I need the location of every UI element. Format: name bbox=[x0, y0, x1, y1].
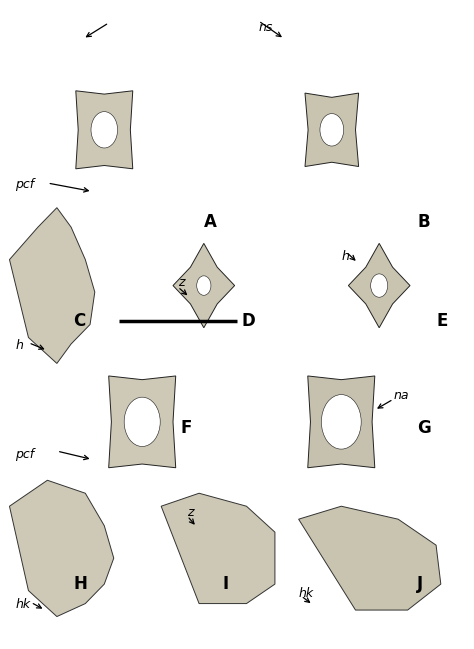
Polygon shape bbox=[308, 376, 375, 468]
Text: F: F bbox=[180, 419, 191, 437]
Text: z: z bbox=[178, 276, 184, 289]
Polygon shape bbox=[9, 480, 114, 617]
Polygon shape bbox=[109, 376, 176, 468]
Circle shape bbox=[91, 112, 118, 148]
Circle shape bbox=[197, 276, 211, 295]
Polygon shape bbox=[161, 493, 275, 604]
Text: h: h bbox=[341, 250, 349, 263]
Text: na: na bbox=[393, 389, 409, 402]
Text: h: h bbox=[15, 339, 23, 352]
Text: hk: hk bbox=[15, 598, 30, 611]
Polygon shape bbox=[348, 243, 410, 328]
Polygon shape bbox=[9, 208, 95, 363]
Circle shape bbox=[124, 397, 160, 447]
Circle shape bbox=[321, 395, 361, 449]
Text: pcf: pcf bbox=[15, 178, 34, 191]
Text: pcf: pcf bbox=[15, 448, 34, 461]
Text: I: I bbox=[223, 575, 229, 593]
Text: A: A bbox=[204, 213, 217, 231]
Circle shape bbox=[371, 274, 388, 297]
Polygon shape bbox=[173, 243, 235, 328]
Text: ns: ns bbox=[258, 21, 273, 34]
Polygon shape bbox=[299, 506, 441, 610]
Text: G: G bbox=[417, 419, 431, 437]
Text: D: D bbox=[242, 312, 255, 330]
Text: B: B bbox=[417, 213, 430, 231]
Text: H: H bbox=[73, 575, 87, 593]
Circle shape bbox=[320, 114, 344, 146]
Text: J: J bbox=[417, 575, 423, 593]
Text: z: z bbox=[187, 506, 194, 519]
Polygon shape bbox=[76, 91, 133, 169]
Polygon shape bbox=[305, 93, 359, 167]
Text: C: C bbox=[73, 312, 86, 330]
Text: hk: hk bbox=[299, 587, 314, 600]
Text: E: E bbox=[436, 312, 447, 330]
